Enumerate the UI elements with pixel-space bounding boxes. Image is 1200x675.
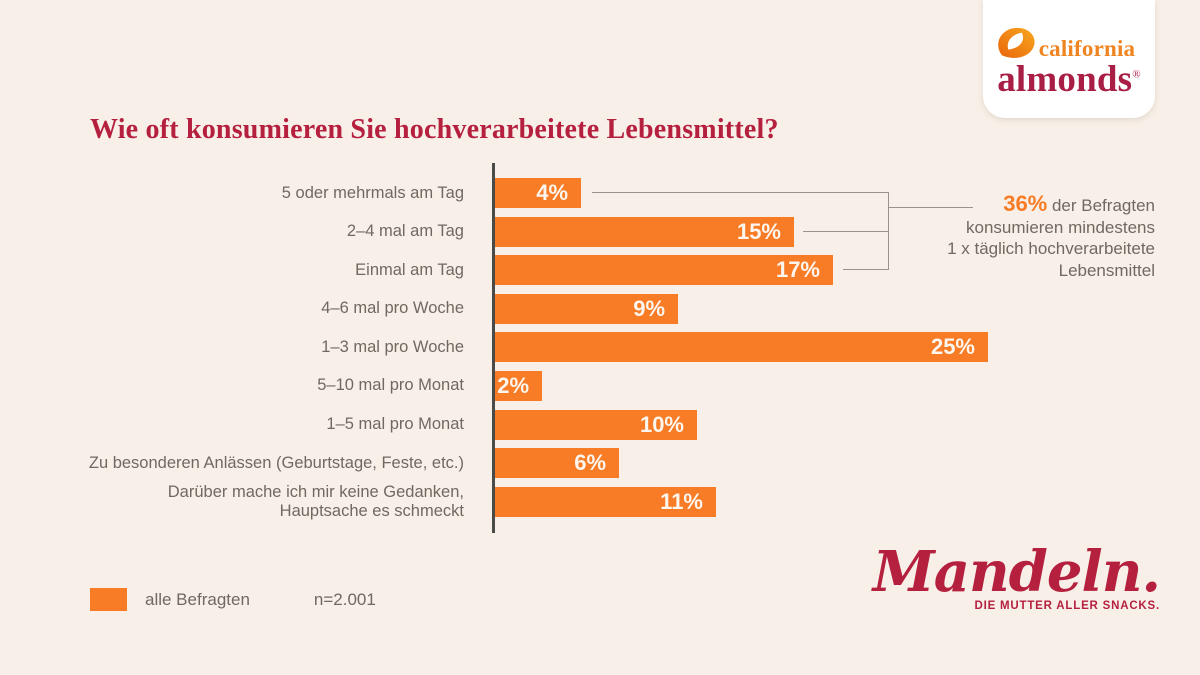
bar-chart: 5 oder mehrmals am Tag 4% 2–4 mal am Tag 15…: [0, 178, 1000, 525]
bar-value-label: 15%: [736, 218, 781, 244]
category-label: Zu besonderen Anlässen (Geburtstage, Fes…: [88, 453, 464, 472]
sample-size: n=2.001: [313, 589, 376, 609]
legend-swatch: [90, 588, 127, 611]
annotation-highlight: 36%: [1003, 191, 1048, 216]
annotation-line4: Lebensmittel: [1058, 260, 1155, 280]
connector-line-bar1: [592, 192, 888, 193]
chart-title: Wie oft konsumieren Sie hochverarbeitete…: [90, 114, 779, 145]
category-label: 4–6 mal pro Woche: [321, 299, 464, 318]
bar: 6%: [495, 448, 619, 479]
connector-line-vertical: [888, 192, 889, 270]
bar-value-label: 11%: [660, 488, 703, 514]
bar-value-label: 4%: [536, 180, 568, 205]
bar-value-label: 17%: [775, 257, 820, 283]
chart-row: 1–5 mal pro Monat 10%: [0, 409, 1000, 440]
bar: 17%: [495, 255, 833, 286]
bar: 2%: [495, 370, 542, 401]
chart-row: 1–3 mal pro Woche 25%: [0, 332, 1000, 363]
chart-row: 2–4 mal am Tag 15%: [0, 216, 1000, 247]
brand-almonds-text: almonds®: [997, 59, 1141, 100]
bar: 4%: [495, 178, 581, 208]
connector-line-bar3: [843, 269, 888, 270]
legend-label: alle Befragten: [145, 589, 250, 609]
chart-row: Einmal am Tag 17%: [0, 255, 1000, 286]
chart-row: 4–6 mal pro Woche 9%: [0, 293, 1000, 324]
category-label: 5–10 mal pro Monat: [317, 376, 464, 395]
connector-line-bar2: [803, 231, 888, 232]
bar-value-label: 9%: [633, 295, 665, 321]
bar: 11%: [495, 486, 716, 517]
annotation-line2: konsumieren mindestens: [966, 217, 1155, 237]
bar: 10%: [495, 409, 697, 440]
annotation-line1: der Befragten: [1047, 196, 1155, 215]
bar: 15%: [495, 216, 794, 247]
bar-value-label: 25%: [930, 334, 975, 360]
california-almonds-logo-card: california almonds®: [983, 0, 1155, 118]
chart-row: 5–10 mal pro Monat 2%: [0, 370, 1000, 401]
category-label: Einmal am Tag: [355, 260, 464, 279]
annotation-text: 36% der Befragten konsumieren mindestens…: [920, 193, 1155, 281]
chart-row: Zu besonderen Anlässen (Geburtstage, Fes…: [0, 448, 1000, 479]
category-label: 1–3 mal pro Woche: [321, 337, 464, 356]
bar-value-label: 6%: [574, 450, 606, 476]
chart-row: 5 oder mehrmals am Tag 4%: [0, 178, 1000, 208]
mandeln-script-text: Mandeln.: [872, 539, 1161, 605]
almond-icon: [995, 26, 1037, 65]
category-label: 1–5 mal pro Monat: [326, 415, 464, 434]
registered-mark: ®: [1132, 68, 1141, 81]
category-label: 2–4 mal am Tag: [346, 222, 464, 241]
bar: 9%: [495, 293, 678, 324]
legend: alle Befragten n=2.001: [90, 588, 376, 611]
chart-row: Darüber mache ich mir keine Gedanken, Ha…: [0, 482, 1000, 520]
bar-value-label: 10%: [639, 411, 684, 437]
bar-value-label: 2%: [497, 372, 529, 398]
mandeln-tagline: DIE MUTTER ALLER SNACKS.: [974, 599, 1160, 612]
mandeln-logo: Mandeln. DIE MUTTER ALLER SNACKS.: [872, 539, 1161, 612]
annotation-line3: 1 x täglich hochverarbeitete: [947, 239, 1155, 258]
category-label: Darüber mache ich mir keine Gedanken, Ha…: [167, 482, 464, 520]
category-label: 5 oder mehrmals am Tag: [281, 183, 464, 202]
connector-line-annotation: [888, 207, 973, 208]
axis-line: [492, 163, 495, 533]
bar: 25%: [495, 332, 988, 363]
brand-california-text: california: [1038, 35, 1136, 61]
